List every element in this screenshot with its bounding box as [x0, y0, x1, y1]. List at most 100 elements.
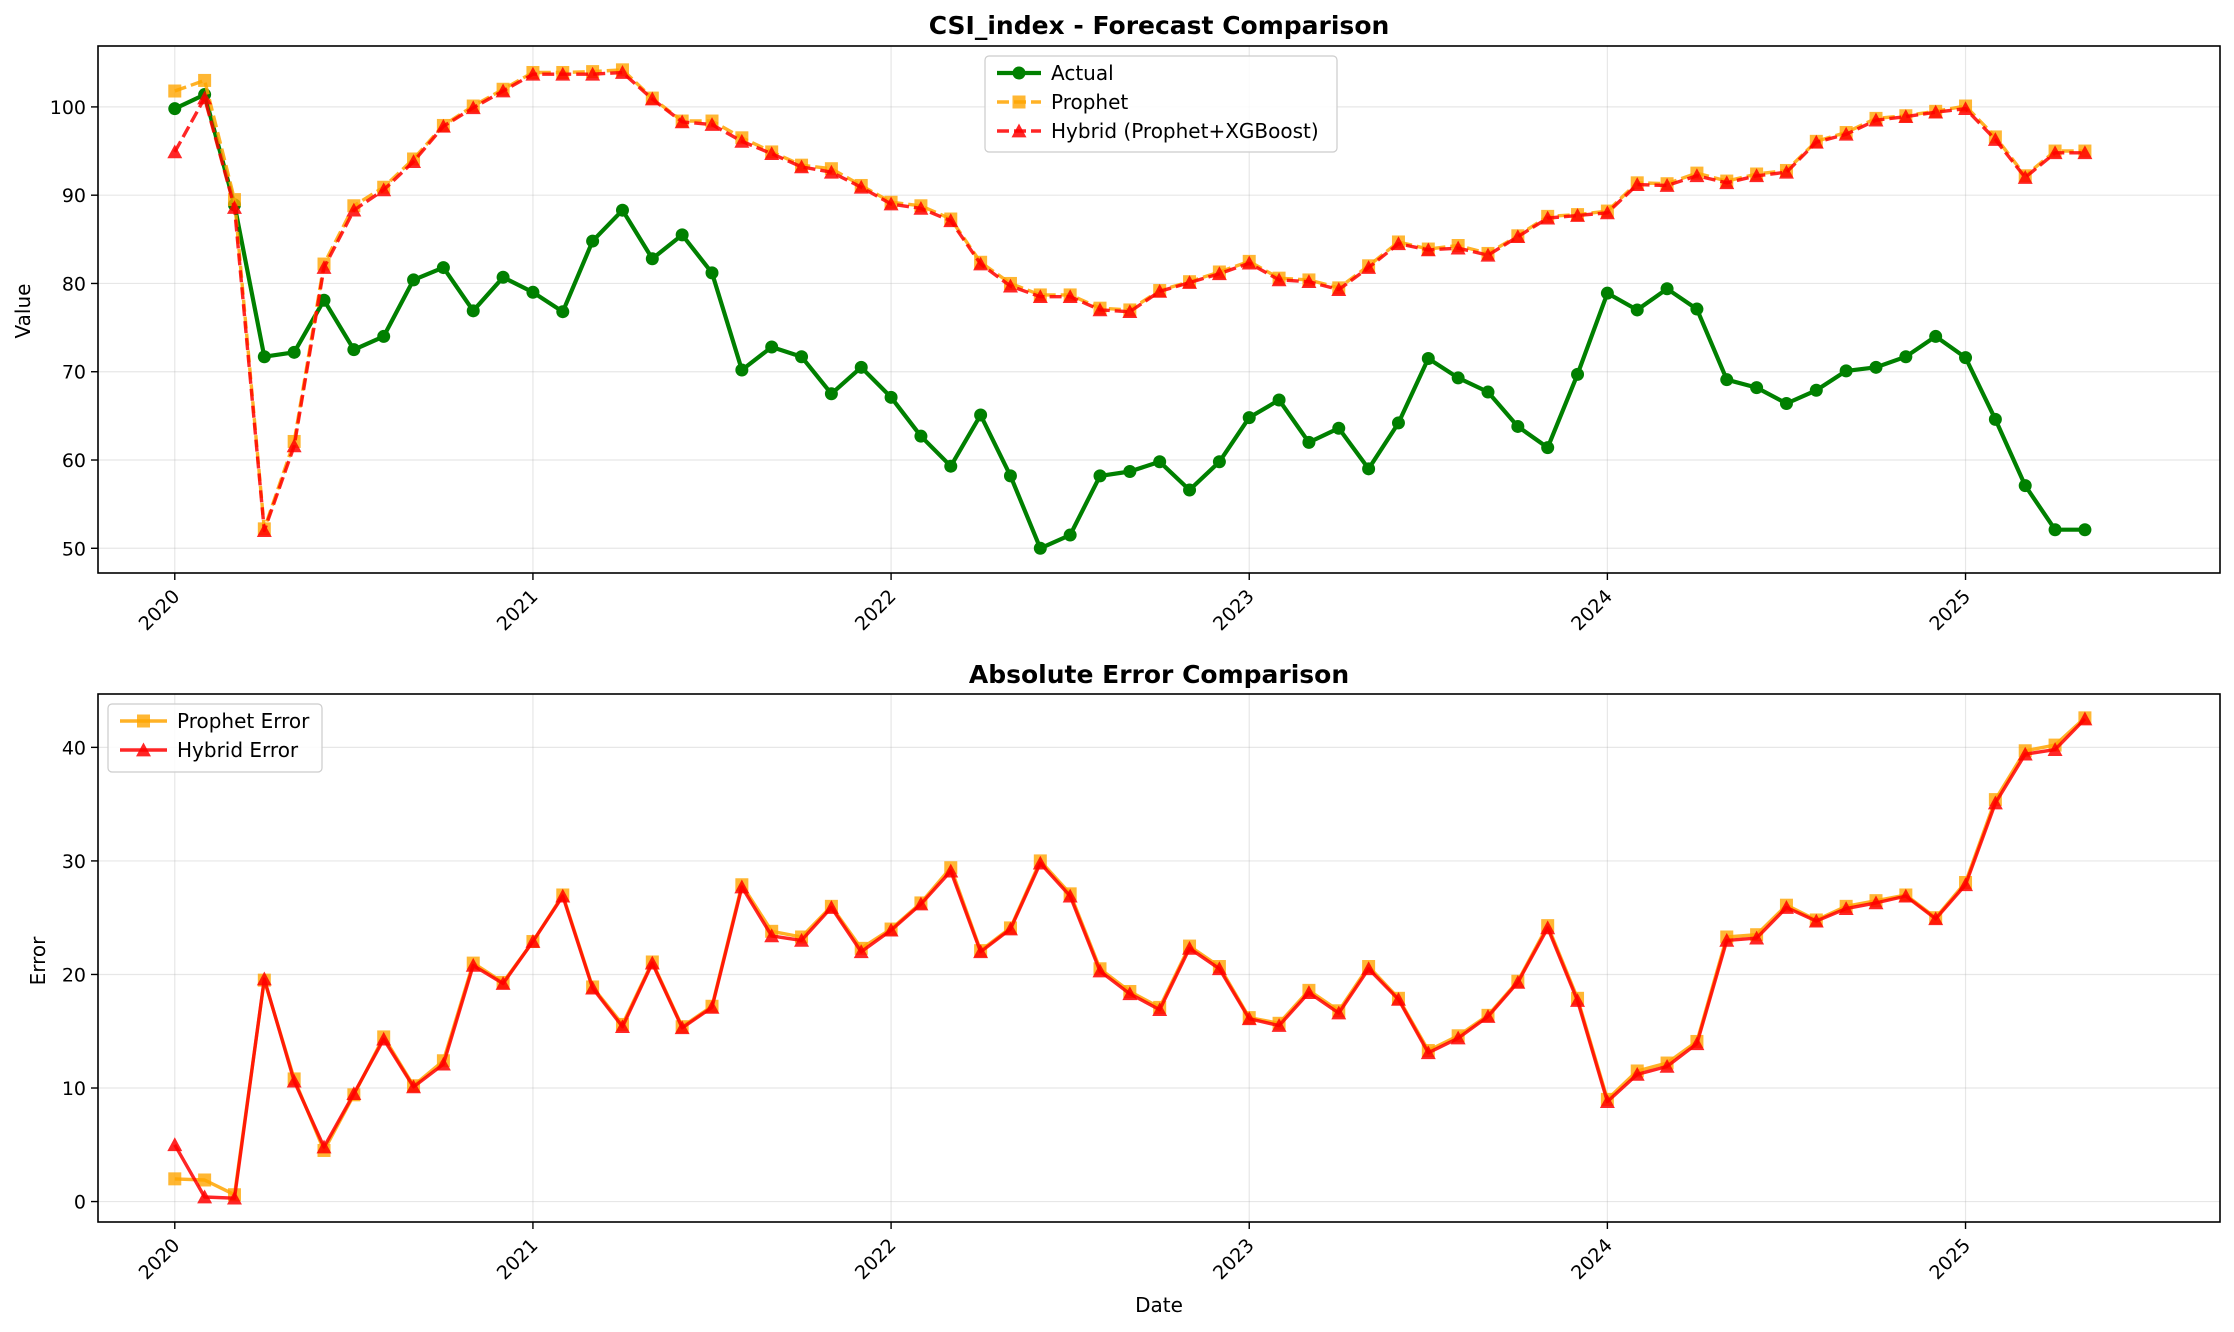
- y-tick-label: 0: [74, 1192, 86, 1214]
- data-point: [884, 390, 898, 404]
- data-point: [585, 66, 601, 81]
- data-point: [853, 944, 869, 959]
- data-point: [734, 879, 750, 894]
- y-tick-label: 30: [62, 851, 86, 873]
- data-point: [1480, 1009, 1496, 1023]
- data-point: [1629, 1066, 1645, 1081]
- data-point: [226, 200, 242, 214]
- data-point: [168, 1172, 182, 1186]
- data-point: [198, 1173, 212, 1187]
- data-point: [197, 90, 213, 105]
- y-tick-label: 50: [62, 538, 86, 560]
- data-point: [854, 360, 868, 374]
- data-point: [823, 164, 839, 179]
- data-point: [1301, 274, 1317, 289]
- data-point: [555, 66, 571, 81]
- data-point: [1331, 282, 1347, 296]
- grid: [98, 694, 2220, 1222]
- data-point: [1122, 986, 1138, 1001]
- data-point: [316, 1139, 332, 1154]
- data-point: [1600, 286, 1614, 300]
- series-group: [167, 711, 2093, 1205]
- data-point: [1002, 921, 1018, 936]
- data-point: [1749, 168, 1765, 183]
- data-point: [1750, 381, 1764, 395]
- data-point: [644, 955, 660, 970]
- data-point: [1838, 126, 1854, 141]
- data-point: [346, 1086, 362, 1101]
- data-point: [1033, 541, 1047, 555]
- data-point: [197, 1189, 213, 1204]
- data-point: [2047, 145, 2063, 160]
- series-group: [167, 63, 2093, 555]
- data-point: [496, 270, 510, 284]
- data-point: [436, 261, 450, 275]
- data-point: [1749, 930, 1765, 945]
- data-point: [943, 863, 959, 878]
- data-point: [1241, 255, 1257, 270]
- data-point: [674, 1020, 690, 1035]
- data-point: [1211, 961, 1227, 976]
- data-point: [1809, 383, 1823, 397]
- y-axis-label: Value: [11, 284, 35, 339]
- data-point: [1570, 993, 1586, 1007]
- data-point: [1987, 795, 2003, 810]
- data-point: [1183, 483, 1197, 497]
- legend: Prophet Error Hybrid Error: [107, 703, 323, 773]
- data-point: [435, 118, 451, 133]
- legend-label: Hybrid (Prophet+XGBoost): [1051, 119, 1319, 143]
- data-point: [1301, 985, 1317, 999]
- data-point: [1361, 961, 1377, 976]
- data-point: [226, 1190, 242, 1205]
- data-point: [1271, 1018, 1287, 1032]
- data-point: [1779, 397, 1793, 411]
- data-point: [1480, 247, 1496, 262]
- data-point: [1869, 360, 1883, 374]
- data-point: [198, 73, 212, 87]
- data-point: [286, 438, 302, 453]
- data-point: [823, 899, 839, 914]
- data-point: [1928, 104, 1944, 119]
- data-point: [913, 896, 929, 911]
- data-point: [407, 273, 421, 287]
- data-point: [406, 1079, 422, 1094]
- data-point: [914, 429, 928, 443]
- data-point: [2017, 746, 2033, 761]
- y-tick-label: 90: [62, 185, 86, 207]
- data-point: [1451, 371, 1465, 385]
- data-point: [974, 408, 988, 422]
- data-point: [734, 133, 750, 148]
- legend-marker: [1012, 95, 1026, 109]
- data-point: [495, 976, 511, 990]
- data-point: [585, 980, 601, 995]
- plot-frame: [97, 45, 2221, 574]
- data-point: [1062, 888, 1078, 903]
- legend-label: Prophet: [1051, 90, 1128, 114]
- data-point: [764, 146, 780, 161]
- data-point: [614, 1019, 630, 1034]
- data-point: [1958, 101, 1974, 116]
- legend-entry: Actual: [997, 61, 1114, 85]
- data-point: [1660, 282, 1674, 296]
- legend-marker: [136, 742, 151, 757]
- data-point: [1988, 412, 2002, 426]
- data-point: [1778, 899, 1794, 914]
- data-point: [973, 944, 989, 959]
- data-point: [1182, 275, 1198, 289]
- data-point: [2048, 523, 2062, 537]
- legend: Actual Prophet Hybrid (Prophet+XGBoost): [984, 55, 1338, 153]
- legend-entry: Hybrid Error: [120, 738, 299, 762]
- data-point: [287, 345, 301, 359]
- data-point: [346, 202, 362, 217]
- forecast-comparison-chart: CSI_index - Forecast Comparison Value 20…: [11, 11, 2221, 635]
- data-point: [1689, 1036, 1705, 1051]
- data-point: [1987, 132, 2003, 146]
- legend-entry: Prophet: [997, 90, 1128, 114]
- data-point: [1062, 289, 1078, 304]
- data-point: [1123, 464, 1137, 478]
- data-point: [168, 84, 182, 98]
- data-point: [1659, 177, 1675, 192]
- legend-marker: [137, 714, 150, 728]
- data-point: [586, 234, 600, 248]
- data-point: [1272, 393, 1286, 407]
